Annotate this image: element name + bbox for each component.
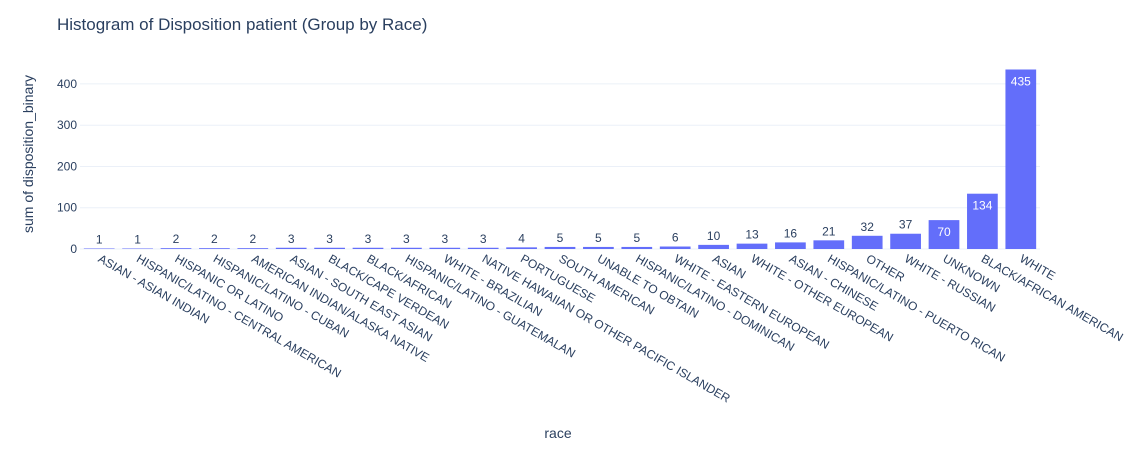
- bar-value-label: 16: [784, 226, 798, 240]
- bar: [890, 233, 921, 249]
- bar-value-label: 1: [96, 233, 103, 247]
- bar-value-label: 70: [937, 225, 951, 239]
- bar-value-label: 3: [403, 232, 410, 246]
- bar-value-label: 13: [745, 228, 759, 242]
- bar: [391, 247, 422, 249]
- bar: [352, 247, 384, 249]
- bar: [275, 247, 307, 249]
- bar-value-label: 6: [672, 231, 679, 245]
- y-tick-label: 200: [57, 159, 77, 173]
- bar-value-label: 32: [861, 220, 875, 234]
- bar: [160, 248, 192, 249]
- bar-value-label: 3: [326, 232, 333, 246]
- bar: [698, 244, 729, 249]
- bar-value-label: 2: [173, 232, 180, 246]
- bar: [967, 193, 998, 249]
- gridlines: [80, 83, 1040, 250]
- bar-value-label: 4: [518, 231, 525, 245]
- bar-value-label: 3: [288, 232, 295, 246]
- bar: [621, 246, 653, 249]
- bar: [199, 248, 230, 249]
- bar-value-label: 2: [249, 232, 256, 246]
- bar: [659, 246, 691, 249]
- bar: [314, 247, 345, 249]
- bar-value-label: 2: [211, 232, 218, 246]
- x-tick-label: BLACK/AFRICAN AMERICAN: [979, 251, 1126, 344]
- bar-value-label: 3: [441, 232, 448, 246]
- bar: [83, 248, 115, 249]
- x-axis-title: race: [544, 425, 571, 441]
- bars: [83, 69, 1037, 249]
- bar-value-label: 37: [899, 218, 913, 232]
- bar: [1005, 69, 1037, 249]
- bar: [813, 240, 845, 249]
- y-tick-label: 100: [57, 201, 77, 215]
- y-tick-label: 0: [70, 242, 77, 256]
- bar-value-labels: 1 1 2 2 2 3 3 3 3 3 3 4 5 5 5 6 10 13 16 21 32 37 70 134 435: [96, 74, 1031, 246]
- bar-value-label: 134: [972, 199, 992, 213]
- bar: [237, 248, 269, 249]
- bar-value-label: 1: [134, 233, 141, 247]
- chart-title: Histogram of Disposition patient (Group …: [57, 15, 427, 34]
- bar-value-label: 3: [480, 232, 487, 246]
- bar-value-label: 435: [1011, 74, 1031, 88]
- bar-value-label: 5: [633, 231, 640, 245]
- bar-value-label: 5: [595, 231, 602, 245]
- y-tick-label: 300: [57, 118, 77, 132]
- bar: [429, 247, 461, 249]
- bar-value-label: 10: [707, 229, 721, 243]
- bar: [736, 243, 768, 249]
- y-axis-title: sum of disposition_binary: [20, 75, 36, 233]
- bar: [775, 242, 806, 249]
- bar: [467, 247, 499, 249]
- bar: [851, 235, 883, 249]
- bar: [583, 246, 614, 249]
- bar: [928, 220, 960, 249]
- y-axis-ticks: 0 100 200 300 400: [57, 77, 77, 256]
- bar-value-label: 5: [557, 231, 564, 245]
- bar: [544, 246, 576, 249]
- bar-value-label: 21: [822, 224, 836, 238]
- bar: [122, 248, 153, 249]
- y-tick-label: 400: [57, 77, 77, 91]
- bar: [506, 247, 537, 249]
- bar-value-label: 3: [365, 232, 372, 246]
